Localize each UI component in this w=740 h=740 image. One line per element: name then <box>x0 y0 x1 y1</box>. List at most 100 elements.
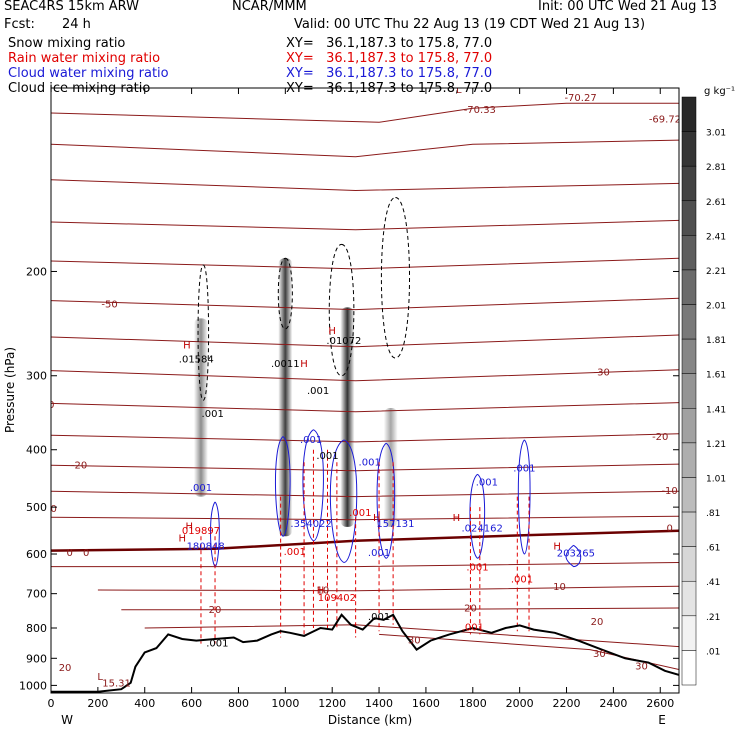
temperature-contour-3 <box>51 219 679 231</box>
legend-cloud-label: Cloud water mixing ratio <box>8 66 169 81</box>
temperature-label-12: 0 <box>67 548 73 559</box>
legend-rain-label: Rain water mixing ratio <box>8 51 161 66</box>
init-time: Init: 00 UTC Wed 21 Aug 13 <box>538 0 718 14</box>
temperature-label-2: -69.72 <box>649 114 681 125</box>
forecast-hour: 24 h <box>62 17 91 32</box>
extremum-marker-4: H <box>178 534 186 545</box>
temperature-contour-9 <box>51 433 679 443</box>
cloud-label-1: .354022 <box>290 519 331 530</box>
legend-cloud-xy: XY= 36.1,187.3 to 175.8, 77.0 <box>286 66 493 81</box>
cloud-contour-5 <box>469 473 486 559</box>
y-tick-label-8: 1000 <box>19 679 47 692</box>
temperature-label-19: 30 <box>593 649 606 660</box>
x-tick-label-7: 1400 <box>365 697 393 710</box>
cloud-label-10: .001 <box>513 463 535 474</box>
x-tick-label-12: 2400 <box>599 697 627 710</box>
snow-column-2 <box>340 307 355 527</box>
rain-label-2: .001 <box>349 508 371 519</box>
colorbar-level-7: 1.61 <box>706 371 726 381</box>
temperature-label-15: 20 <box>464 603 477 614</box>
rain-label-5: .001 <box>462 623 484 634</box>
ice-contour-3 <box>380 196 410 359</box>
x-tick-label-3: 600 <box>181 697 202 710</box>
snow-column-1 <box>278 258 293 537</box>
x-tick-label-10: 2000 <box>506 697 534 710</box>
temperature-contour-8 <box>51 402 679 413</box>
colorbar-level-6: 1.81 <box>706 336 726 346</box>
extremum-marker-0: H <box>183 341 191 352</box>
y-tick-label-3: 500 <box>26 501 47 514</box>
plot-frame <box>50 87 680 694</box>
y-tick-label-4: 600 <box>26 548 47 561</box>
extremum-marker-11: L <box>97 672 103 683</box>
colorbar-box-16 <box>681 650 697 686</box>
x-tick-label-5: 1000 <box>271 697 299 710</box>
y-axis-label: Pressure (hPa) <box>3 347 17 433</box>
legend-rain-xy: XY= 36.1,187.3 to 175.8, 77.0 <box>286 51 493 66</box>
temperature-label-1: -70.33 <box>464 105 496 116</box>
temperature-contour-15 <box>97 585 679 592</box>
legend-snow-xy: XY= 36.1,187.3 to 175.8, 77.0 <box>286 36 493 51</box>
y-tick-label-1: 300 <box>26 370 47 383</box>
x-tick-label-11: 2200 <box>553 697 581 710</box>
ice-label-2: .01072 <box>326 336 361 347</box>
ice-contour-0 <box>197 264 210 401</box>
y-tick-label-2: 400 <box>26 444 47 457</box>
temperature-contour-16 <box>121 607 679 611</box>
temperature-contour-0 <box>51 102 679 123</box>
temperature-label-3: -50 <box>101 299 117 310</box>
colorbar-level-12: .61 <box>706 544 720 554</box>
temperature-label-7: -20 <box>71 460 87 471</box>
x-tick-label-2: 400 <box>134 697 155 710</box>
cloud-label-5: .001 <box>190 483 212 494</box>
rain-label-6: .001 <box>466 563 488 574</box>
rain-label-0: 109402 <box>318 593 356 604</box>
x-tick-label-8: 1600 <box>412 697 440 710</box>
y-tick-label-7: 900 <box>26 652 47 665</box>
x-tick-label-13: 2600 <box>646 697 674 710</box>
extremum-marker-9: L <box>648 80 654 91</box>
colorbar-level-4: 2.21 <box>706 267 726 277</box>
rain-label-4: .001 <box>511 574 533 585</box>
colorbar-level-15: .01 <box>706 647 720 657</box>
temperature-contour-6 <box>51 334 679 348</box>
temperature-label-4: -30 <box>593 368 609 379</box>
snow-column-3 <box>383 407 398 527</box>
temperature-label-13: 10 <box>553 582 566 593</box>
extremum-marker-10: L <box>456 85 462 96</box>
cloud-contour-7 <box>565 544 582 568</box>
x-tick-label-1: 200 <box>87 697 108 710</box>
cloud-label-9: .001 <box>476 478 498 489</box>
temperature-contour-14 <box>51 562 679 568</box>
y-tick-label-0: 200 <box>26 265 47 278</box>
colorbar-level-5: 2.01 <box>706 302 726 312</box>
temperature-label-14: 10 <box>316 586 329 597</box>
ice-label-7: .001 <box>368 612 390 623</box>
extremum-marker-8: H <box>553 542 561 553</box>
ice-label-6: .001 <box>206 639 228 650</box>
cloud-label-3: .024162 <box>461 524 502 535</box>
colorbar-level-2: 2.61 <box>706 198 726 208</box>
extremum-marker-7: H <box>453 513 461 524</box>
temperature-contour-2 <box>51 179 679 192</box>
temperature-contour-1 <box>51 139 679 158</box>
temperature-label-8: -10 <box>661 486 677 497</box>
forecast-label: Fcst: <box>4 17 35 32</box>
x-tick-label-6: 1200 <box>318 697 346 710</box>
organization: NCAR/MMM <box>232 0 307 14</box>
cloud-contour-1 <box>274 436 291 537</box>
extremum-marker-2: H <box>300 359 308 370</box>
colorbar-level-11: .81 <box>706 509 720 519</box>
temperature-label-21: 20 <box>59 663 72 674</box>
cloud-label-2: 157131 <box>376 519 414 530</box>
extremum-marker-6: H <box>373 513 381 524</box>
cloud-label-0: 180848 <box>187 542 225 553</box>
terrain-line <box>51 613 679 693</box>
temperature-contour-7 <box>51 369 679 382</box>
ice-label-3: .001 <box>202 409 224 420</box>
x-tick-label-4: 800 <box>228 697 249 710</box>
x-axis-label: Distance (km) <box>328 713 412 727</box>
temperature-label-6: -20 <box>652 432 668 443</box>
x-end-left: W <box>61 713 73 727</box>
colorbar-level-14: .21 <box>706 613 720 623</box>
